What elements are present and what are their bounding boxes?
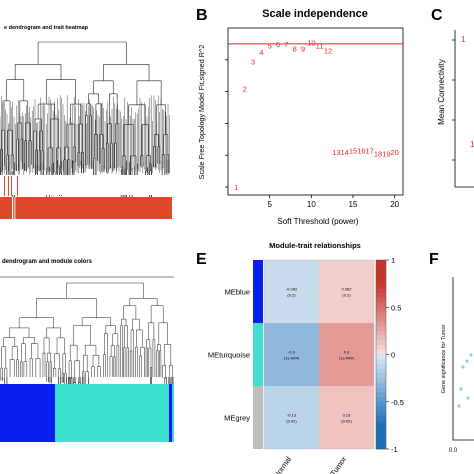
cell-value: -0.3 (288, 350, 296, 355)
panel-a: e dendrogram and trait heatmap (0, 25, 172, 219)
power-point-label: 8 (293, 45, 297, 54)
heatmap-row-labels: MEblue MEturquoise MEgrey (208, 288, 250, 423)
f-x-tick: 0.0 (449, 448, 458, 454)
cell-pvalue: (0.2) (342, 293, 351, 298)
heatmap-cell (264, 386, 319, 449)
power-point-label: 13 (332, 148, 340, 157)
cell-pvalue: (1e-###) (339, 356, 355, 361)
panel-e-title: Module-trait relationships (269, 241, 361, 250)
power-point-label: 20 (390, 148, 398, 157)
row-color-swatch (253, 323, 263, 386)
c-y-axis-label: Mean Connectivity (437, 59, 446, 125)
module-blue-stripe (169, 384, 172, 442)
power-point-label: 14 (340, 148, 348, 157)
cell-pvalue: (0.02) (286, 419, 297, 424)
f-y-axis-label: Gene significance for Tumor (441, 324, 447, 393)
row-color-swatch (253, 260, 263, 323)
f-axis-box (452, 277, 474, 441)
trait-bar-red (0, 197, 172, 219)
heatmap-column-labels: Normal Tumor (272, 455, 349, 474)
power-point-label: 2 (243, 84, 247, 93)
trait-bar-white-gaps (12, 197, 16, 219)
power-point-label: 3 (251, 57, 255, 66)
column-label: Tumor (328, 455, 348, 474)
panel-d-title: dendrogram and module colors (2, 259, 93, 265)
x-tick-label: 10 (307, 200, 316, 209)
x-tick-label: 15 (349, 200, 358, 209)
power-point-label: 6 (276, 40, 280, 49)
row-label: MEblue (225, 288, 250, 297)
column-label: Normal (272, 455, 293, 474)
heatmap-cell (264, 323, 319, 386)
cell-value: 0.13 (343, 413, 352, 418)
x-tick-label: 5 (267, 200, 272, 209)
power-point-label: 12 (324, 46, 332, 55)
colorbar-tick: 0.5 (391, 303, 401, 312)
trait-bar-red-marks (4, 176, 18, 196)
cell-pvalue: (0.02) (341, 419, 352, 424)
scale-independence-axes: 5 10 15 20 (225, 27, 404, 209)
power-point-label: 18 (374, 150, 382, 159)
power-point-label: 19 (382, 150, 390, 159)
colorbar-tick: -1 (391, 445, 398, 454)
power-point-label: 17 (365, 146, 373, 155)
panel-e-letter: E (196, 251, 207, 268)
colorbar-tick: 0 (391, 351, 395, 360)
x-tick-label: 20 (390, 200, 399, 209)
cell-pvalue: (0.2) (287, 293, 296, 298)
power-point-label: 1 (234, 183, 238, 192)
c-point-label: 1 (461, 35, 466, 44)
module-color-bar (0, 384, 174, 442)
panel-e: E Module-trait relationships MEblue MEtur… (196, 241, 404, 474)
cell-value: -0.082 (286, 287, 298, 292)
c-point-fragment: 1 (470, 140, 474, 149)
colorbar-tick: 1 (391, 256, 395, 265)
power-point-label: 4 (259, 48, 263, 57)
heatmap-cell (319, 386, 374, 449)
heatmap-cell (264, 260, 319, 323)
trait-bar-background (0, 175, 172, 195)
f-points (457, 353, 473, 408)
module-blue-block (0, 384, 55, 442)
row-color-swatch (253, 386, 263, 449)
y-axis-label: Scale Free Topology Model Fit,signed R^2 (197, 45, 206, 180)
cell-value: 0.3 (344, 350, 350, 355)
cell-value: -0.13 (287, 413, 297, 418)
cell-value: 0.082 (341, 287, 352, 292)
colorbar-tick: -0.5 (391, 398, 404, 407)
heatmap-cells: -0.082(0.2)0.082(0.2)-0.3(1e-###)0.3(1e-… (263, 259, 375, 450)
power-point-label: 7 (284, 40, 288, 49)
power-point-label: 15 (349, 146, 357, 155)
heatmap-cell (319, 323, 374, 386)
panel-d: dendrogram and module colors (0, 259, 174, 442)
heatmap-row-colors (253, 260, 263, 449)
heatmap-cell (319, 260, 374, 323)
panel-c-letter: C (431, 7, 443, 24)
c-axis-box (454, 30, 474, 188)
row-label: MEturquoise (208, 351, 250, 360)
panel-b-letter: B (196, 7, 208, 24)
panel-f: F Gene significance for Tumor 0.0 (429, 251, 474, 454)
row-label: MEgrey (224, 414, 250, 423)
c-y-ticks (452, 39, 455, 161)
power-point-label: 10 (307, 38, 315, 47)
power-point-label: 9 (301, 45, 305, 54)
x-axis-label: Soft Threshold (power) (277, 217, 359, 226)
module-turquoise-block (55, 384, 169, 442)
power-point-label: 11 (316, 41, 324, 50)
heatmap-colorbar: 1 0.5 0 -0.5 -1 (375, 256, 404, 454)
panel-a-title: e dendrogram and trait heatmap (4, 25, 89, 31)
power-point-label: 16 (357, 146, 365, 155)
panel-f-letter: F (429, 251, 439, 268)
cell-pvalue: (1e-###) (284, 356, 300, 361)
panel-b-title: Scale independence (262, 8, 368, 20)
power-point-label: 5 (268, 41, 272, 50)
panel-c: C Mean Connectivity 1 1 (431, 7, 474, 188)
